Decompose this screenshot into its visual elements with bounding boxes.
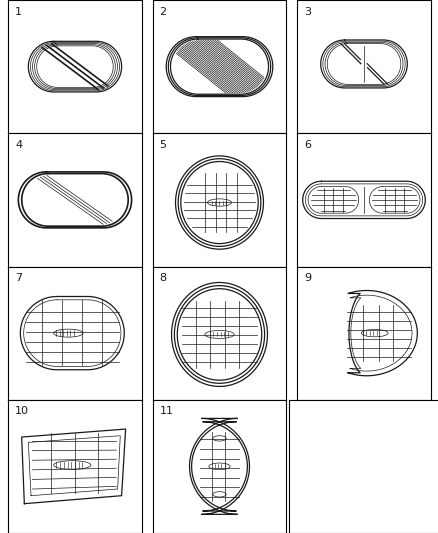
Text: 2: 2 [159, 7, 166, 17]
Text: 11: 11 [159, 406, 173, 416]
Text: 9: 9 [304, 273, 311, 283]
Text: 8: 8 [159, 273, 166, 283]
Text: 1: 1 [15, 7, 22, 17]
Text: 6: 6 [304, 140, 311, 150]
Text: 4: 4 [15, 140, 22, 150]
Text: 5: 5 [159, 140, 166, 150]
Text: 3: 3 [304, 7, 311, 17]
Text: 10: 10 [15, 406, 29, 416]
Text: 7: 7 [15, 273, 22, 283]
